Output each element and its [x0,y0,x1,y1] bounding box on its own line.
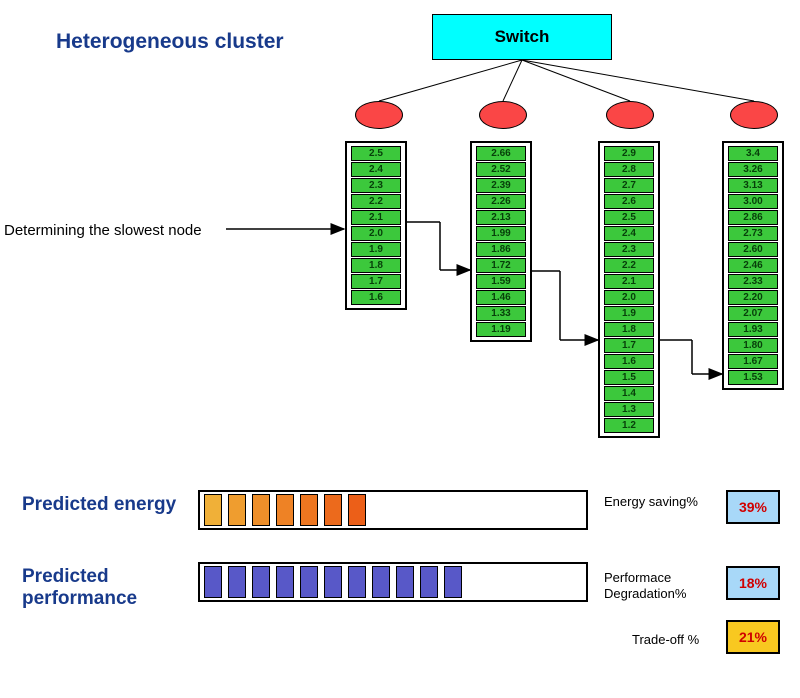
node-stack: 2.92.82.72.62.52.42.32.22.12.01.91.81.71… [598,141,660,438]
predicted-energy-box [198,490,588,530]
stack-cell: 2.2 [351,194,401,209]
stack-cell: 1.72 [476,258,526,273]
stack-cell: 1.8 [604,322,654,337]
performance-bar [324,566,342,598]
stack-cell: 2.8 [604,162,654,177]
stack-cell: 2.46 [728,258,778,273]
stack-cell: 3.00 [728,194,778,209]
stack-cell: 2.60 [728,242,778,257]
stack-cell: 1.93 [728,322,778,337]
stack-cell: 2.5 [351,146,401,161]
energy-bar [252,494,270,526]
performance-bar [252,566,270,598]
energy-bar [204,494,222,526]
stack-cell: 3.26 [728,162,778,177]
performance-bar [396,566,414,598]
stack-cell: 2.73 [728,226,778,241]
slowest-node-callout: Determining the slowest node [4,222,202,239]
stack-cell: 1.7 [351,274,401,289]
stack-cell: 1.46 [476,290,526,305]
metric-box: 21% [726,620,780,654]
performance-bar [228,566,246,598]
stack-cell: 1.3 [604,402,654,417]
node-stack: 2.52.42.32.22.12.01.91.81.71.6 [345,141,407,310]
energy-bar [276,494,294,526]
performance-bar [420,566,438,598]
performance-bar [372,566,390,598]
stack-cell: 2.1 [604,274,654,289]
stack-cell: 2.0 [604,290,654,305]
stack-cell: 2.3 [351,178,401,193]
metric-label: Energy saving% [604,494,714,510]
metric-label: Performace Degradation% [604,570,714,601]
stack-cell: 2.6 [604,194,654,209]
metric-box: 39% [726,490,780,524]
stack-cell: 2.39 [476,178,526,193]
energy-bar [300,494,318,526]
node-stack: 2.662.522.392.262.131.991.861.721.591.46… [470,141,532,342]
energy-bar [324,494,342,526]
switch-label: Switch [495,27,550,47]
metric-value: 21% [739,629,767,645]
stack-cell: 2.26 [476,194,526,209]
predicted-energy-label: Predicted energy [22,494,192,516]
stack-cell: 2.07 [728,306,778,321]
stack-cell: 2.4 [351,162,401,177]
stack-cell: 1.67 [728,354,778,369]
energy-bar [228,494,246,526]
stack-cell: 1.33 [476,306,526,321]
node-ellipse [355,101,403,129]
stack-cell: 3.13 [728,178,778,193]
stack-cell: 1.59 [476,274,526,289]
stack-cell: 2.0 [351,226,401,241]
stack-cell: 1.6 [604,354,654,369]
stack-cell: 2.7 [604,178,654,193]
stack-cell: 1.6 [351,290,401,305]
performance-bar [204,566,222,598]
stack-cell: 1.53 [728,370,778,385]
stack-cell: 1.7 [604,338,654,353]
stack-cell: 3.4 [728,146,778,161]
performance-bar [444,566,462,598]
stack-cell: 2.9 [604,146,654,161]
stack-cell: 1.2 [604,418,654,433]
energy-bar [348,494,366,526]
stack-cell: 1.19 [476,322,526,337]
stack-cell: 2.86 [728,210,778,225]
performance-bar [276,566,294,598]
stack-cell: 1.9 [351,242,401,257]
metric-value: 39% [739,499,767,515]
node-ellipse [730,101,778,129]
stack-cell: 1.99 [476,226,526,241]
node-ellipse [479,101,527,129]
stack-cell: 1.9 [604,306,654,321]
stack-cell: 2.33 [728,274,778,289]
stack-cell: 1.8 [351,258,401,273]
stack-cell: 2.66 [476,146,526,161]
node-ellipse [606,101,654,129]
stack-cell: 2.5 [604,210,654,225]
stack-cell: 2.20 [728,290,778,305]
predicted-performance-label: Predicted performance [22,566,192,610]
metric-box: 18% [726,566,780,600]
metric-value: 18% [739,575,767,591]
stack-cell: 2.2 [604,258,654,273]
node-stack: 3.43.263.133.002.862.732.602.462.332.202… [722,141,784,390]
performance-bar [300,566,318,598]
stack-cell: 2.52 [476,162,526,177]
stack-cell: 2.3 [604,242,654,257]
predicted-performance-box [198,562,588,602]
stack-cell: 1.4 [604,386,654,401]
diagram-title: Heterogeneous cluster [56,30,284,54]
switch-box: Switch [432,14,612,60]
stack-cell: 2.1 [351,210,401,225]
stack-cell: 2.4 [604,226,654,241]
stack-cell: 1.86 [476,242,526,257]
performance-bar [348,566,366,598]
stack-cell: 1.80 [728,338,778,353]
stack-cell: 1.5 [604,370,654,385]
stack-cell: 2.13 [476,210,526,225]
